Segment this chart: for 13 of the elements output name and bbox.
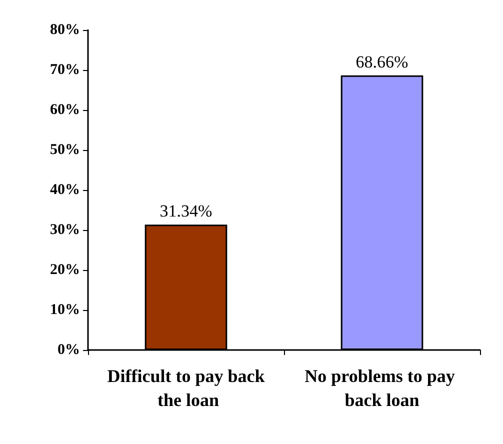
x-tick-label: No problems to pay back loan xyxy=(304,366,460,410)
y-tick-label: 60% xyxy=(50,102,80,118)
y-tick-label: 30% xyxy=(50,222,80,238)
y-tick-label: 70% xyxy=(50,62,80,78)
x-tick-label: Difficult to pay back the loan xyxy=(107,366,265,410)
data-label: 31.34% xyxy=(160,202,212,221)
y-tick-label: 10% xyxy=(50,302,80,318)
y-tick-label: 50% xyxy=(50,142,80,158)
data-label: 68.66% xyxy=(356,52,408,72)
y-tick-label: 40% xyxy=(50,182,80,198)
y-tick-label: 80% xyxy=(50,22,80,38)
y-tick-label: 0% xyxy=(58,342,80,358)
y-tick-label: 20% xyxy=(50,262,80,278)
